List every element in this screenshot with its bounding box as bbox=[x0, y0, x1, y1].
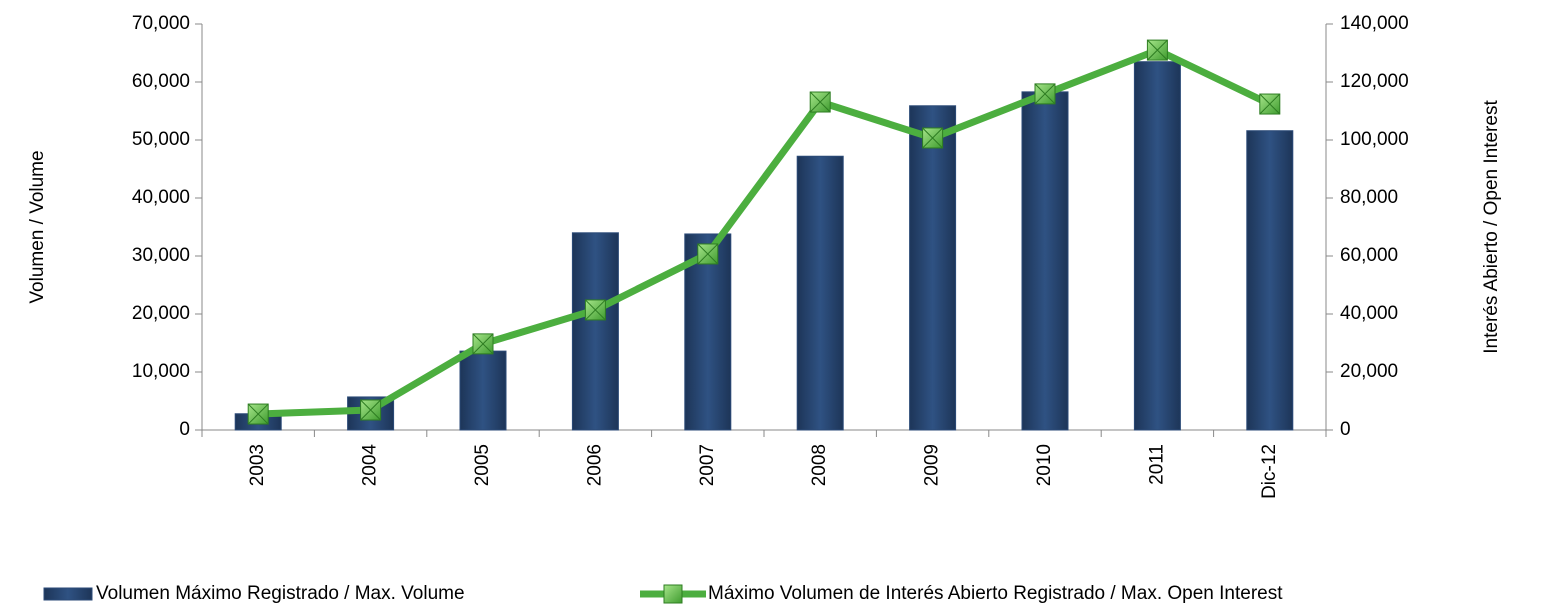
y2-tick-label: 20,000 bbox=[1340, 361, 1398, 382]
legend-swatch bbox=[663, 584, 683, 604]
bar bbox=[459, 350, 507, 431]
y-tick-label: 70,000 bbox=[132, 13, 190, 34]
bar bbox=[1246, 130, 1294, 431]
marker-cross bbox=[1259, 93, 1281, 115]
legend-label: Volumen Máximo Registrado / Max. Volume bbox=[96, 583, 465, 604]
marker-cross bbox=[922, 127, 943, 149]
y2-tick-label: 0 bbox=[1340, 419, 1351, 440]
x-tick-label: 2010 bbox=[1034, 444, 1055, 486]
x-tick-label: 2004 bbox=[360, 444, 381, 487]
y-tick-label: 30,000 bbox=[132, 245, 190, 266]
y2-tick-label: 80,000 bbox=[1340, 187, 1398, 208]
x-tick-label: 2007 bbox=[697, 444, 718, 486]
x-tick-label: 2003 bbox=[247, 444, 268, 486]
bar bbox=[1021, 91, 1069, 431]
bar bbox=[571, 232, 619, 431]
marker-cross bbox=[697, 243, 719, 265]
y2-tick-label: 140,000 bbox=[1340, 13, 1409, 34]
bar bbox=[909, 105, 957, 431]
marker-cross bbox=[472, 333, 494, 355]
y2-tick-label: 40,000 bbox=[1340, 303, 1398, 324]
marker-cross bbox=[1034, 83, 1056, 105]
x-tick-label: 2011 bbox=[1146, 444, 1167, 485]
y-tick-label: 50,000 bbox=[132, 129, 190, 150]
bar bbox=[796, 155, 844, 431]
y-tick-label: 20,000 bbox=[132, 303, 190, 324]
line bbox=[258, 46, 1272, 418]
x-tick-label: 2008 bbox=[809, 444, 830, 486]
y-tick-label: 0 bbox=[179, 419, 190, 440]
legend-label: Máximo Volumen de Interés Abierto Regist… bbox=[708, 583, 1283, 604]
y-tick-label: 60,000 bbox=[132, 71, 190, 92]
x-tick-label: Dic-12 bbox=[1259, 444, 1280, 499]
y2-tick-label: 60,000 bbox=[1340, 245, 1398, 266]
y-axis-label: Volumen / Volume bbox=[27, 150, 48, 303]
bar bbox=[684, 233, 732, 431]
marker-cross bbox=[247, 403, 269, 425]
y-tick-label: 40,000 bbox=[132, 187, 190, 208]
bar bbox=[1133, 61, 1181, 431]
marker-cross bbox=[360, 399, 381, 421]
y-tick-label: 10,000 bbox=[132, 361, 190, 382]
x-tick-label: 2009 bbox=[922, 444, 943, 486]
marker-cross bbox=[809, 91, 831, 113]
marker-cross bbox=[585, 299, 606, 321]
x-tick-label: 2005 bbox=[472, 444, 493, 486]
y2-tick-label: 120,000 bbox=[1340, 71, 1409, 92]
marker-cross bbox=[1147, 39, 1168, 61]
y2-tick-label: 100,000 bbox=[1340, 129, 1409, 150]
legend-swatch bbox=[43, 587, 93, 601]
y2-axis-label: Interés Abierto / Open Interest bbox=[1481, 100, 1502, 354]
x-tick-label: 2006 bbox=[584, 444, 605, 486]
